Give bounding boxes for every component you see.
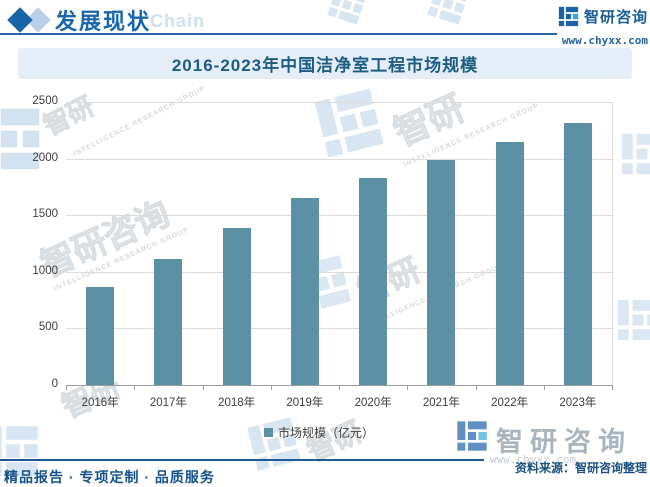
- chart-title-band: 2016-2023年中国洁净室工程市场规模: [18, 48, 632, 79]
- y-axis-label: 500: [38, 321, 58, 334]
- gridline: [66, 158, 612, 160]
- x-axis-label: 2020年: [354, 397, 392, 409]
- axis-tick: [612, 386, 613, 390]
- axis-tick: [543, 386, 545, 390]
- x-axis-label: 2018年: [218, 397, 256, 409]
- axis-tick: [66, 386, 67, 390]
- y-axis-label: 1500: [32, 208, 58, 221]
- legend-label: 市场规模（亿元）: [278, 426, 375, 440]
- legend-marker: [264, 428, 273, 437]
- section-title: 发展现状: [55, 9, 152, 34]
- bar: [495, 141, 524, 385]
- footer-brand-name: 智研咨询: [496, 427, 632, 457]
- header-divider: [0, 33, 557, 35]
- y-axis-label: 2000: [32, 151, 58, 164]
- plot-right-border: [612, 102, 613, 385]
- y-axis-label: 0: [51, 378, 58, 390]
- gridline: [66, 102, 612, 103]
- axis-tick: [475, 386, 477, 390]
- chart-title: 2016-2023年中国洁净室工程市场规模: [171, 56, 479, 75]
- gridline: [66, 328, 612, 330]
- legend: 市场规模（亿元）: [264, 424, 374, 441]
- axis-tick: [339, 386, 340, 390]
- axis-tick: [407, 386, 409, 390]
- brand-name: 智研咨询: [583, 9, 648, 26]
- axis-tick: [202, 386, 204, 390]
- x-axis-label: 2016年: [81, 397, 119, 409]
- bar: [359, 177, 388, 385]
- brand-logo: 智研咨询: [558, 6, 648, 27]
- y-axis-label: 2500: [32, 95, 58, 107]
- website-link[interactable]: www.chyxx.com: [561, 34, 648, 47]
- x-axis-label: 2019年: [286, 397, 324, 409]
- data-source-note: 资料来源：智研咨询整理: [514, 461, 647, 475]
- bar: [222, 227, 251, 385]
- x-axis-label: 2017年: [149, 397, 187, 409]
- bar: [290, 198, 319, 385]
- footer-brand-watermark: 智研咨询 www.chyxx.com: [456, 420, 632, 466]
- services-tagline: 精品报告 · 专项定制 · 品质服务: [4, 469, 215, 485]
- gridline: [66, 271, 612, 273]
- y-axis-label: 1000: [32, 264, 58, 277]
- x-axis-label: 2022年: [491, 397, 529, 409]
- x-axis-line: [66, 385, 613, 386]
- axis-tick: [270, 386, 272, 390]
- bar: [86, 286, 115, 385]
- gridline: [66, 215, 612, 217]
- footer-divider: [0, 459, 484, 461]
- bar: [154, 259, 183, 385]
- x-axis-label: 2023年: [559, 397, 597, 409]
- brand-logo-icon: [558, 6, 579, 27]
- footer-brand-logo-icon: [457, 421, 487, 451]
- footer-website-text: www.chyxx.com: [490, 453, 577, 466]
- chain-watermark-word: Chain: [150, 11, 206, 31]
- x-axis-label: 2021年: [422, 397, 460, 409]
- axis-tick: [134, 386, 136, 390]
- bar: [563, 122, 592, 385]
- bar: [427, 159, 456, 385]
